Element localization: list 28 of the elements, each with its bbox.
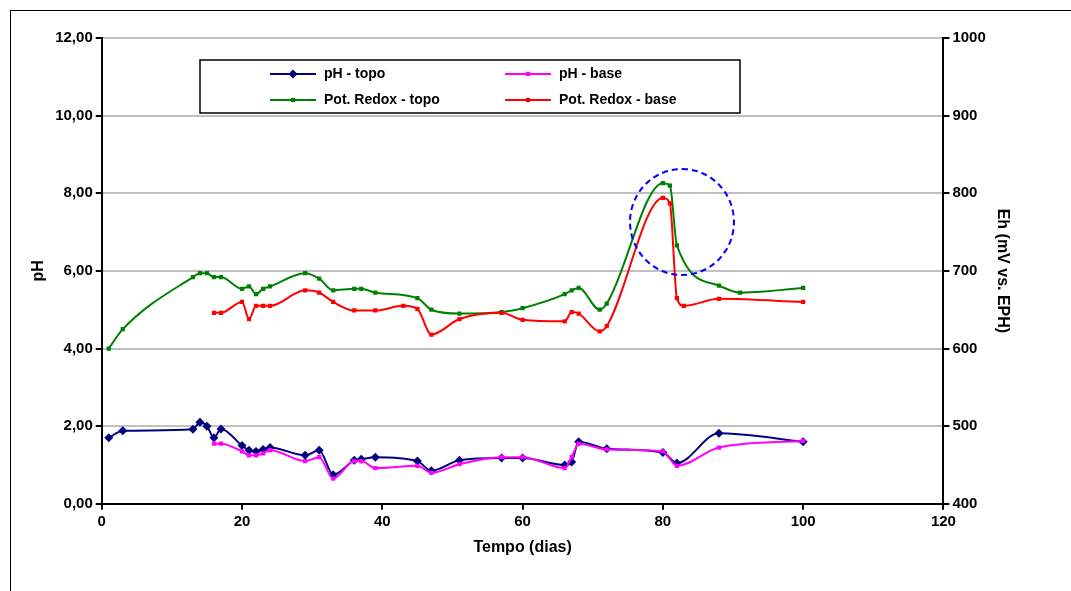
legend-label: Pot. Redox - topo: [324, 90, 440, 107]
x-tick-label: 20: [233, 511, 251, 529]
y-axis-title: pH: [29, 260, 47, 282]
y2-tick-label: 700: [952, 261, 978, 279]
legend-label: pH - base: [559, 64, 623, 81]
y2-tick-label: 800: [952, 183, 978, 201]
y2-tick-label: 500: [952, 416, 978, 434]
y-tick-label: 0,00: [63, 493, 93, 511]
y2-axis-title: Eh (mV vs. EPH): [994, 208, 1012, 334]
x-tick-label: 80: [654, 511, 672, 529]
x-axis-title: Tempo (dias): [473, 537, 572, 555]
x-tick-label: 40: [373, 511, 391, 529]
x-tick-label: 100: [790, 511, 816, 529]
x-tick-label: 120: [930, 511, 956, 529]
y-tick-label: 4,00: [63, 338, 93, 356]
legend-label: pH - topo: [324, 64, 386, 81]
y-tick-label: 8,00: [63, 183, 93, 201]
y2-tick-label: 900: [952, 105, 978, 123]
y-tick-label: 10,00: [55, 105, 93, 123]
legend-label: Pot. Redox - base: [559, 90, 677, 107]
x-tick-label: 0: [97, 511, 106, 529]
y-tick-label: 6,00: [63, 261, 93, 279]
y-tick-label: 12,00: [55, 28, 93, 46]
x-tick-label: 60: [514, 511, 531, 529]
y-tick-label: 2,00: [63, 416, 93, 434]
y2-tick-label: 1000: [952, 28, 986, 46]
y2-tick-label: 400: [952, 493, 978, 511]
y2-tick-label: 600: [952, 338, 978, 356]
